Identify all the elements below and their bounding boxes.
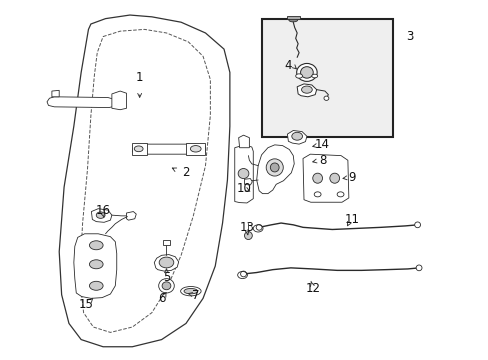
Ellipse shape bbox=[96, 212, 105, 219]
Text: 15: 15 bbox=[79, 298, 93, 311]
Ellipse shape bbox=[324, 96, 328, 100]
Ellipse shape bbox=[183, 288, 197, 294]
Polygon shape bbox=[154, 255, 178, 271]
Ellipse shape bbox=[288, 18, 297, 22]
Polygon shape bbox=[91, 209, 112, 222]
Polygon shape bbox=[52, 90, 59, 97]
Text: 11: 11 bbox=[344, 213, 359, 226]
Polygon shape bbox=[234, 145, 253, 203]
Ellipse shape bbox=[295, 74, 302, 78]
Ellipse shape bbox=[134, 146, 143, 152]
Text: 14: 14 bbox=[314, 138, 329, 151]
Polygon shape bbox=[74, 234, 117, 298]
Polygon shape bbox=[126, 212, 136, 220]
Polygon shape bbox=[185, 143, 205, 155]
Ellipse shape bbox=[89, 260, 103, 269]
Ellipse shape bbox=[296, 63, 317, 81]
Ellipse shape bbox=[270, 163, 279, 172]
Ellipse shape bbox=[244, 231, 252, 239]
Text: 6: 6 bbox=[158, 292, 165, 305]
Polygon shape bbox=[297, 84, 316, 97]
Ellipse shape bbox=[180, 287, 201, 296]
Text: 9: 9 bbox=[347, 171, 355, 184]
FancyBboxPatch shape bbox=[261, 19, 392, 137]
Polygon shape bbox=[112, 91, 126, 110]
Text: 2: 2 bbox=[182, 166, 189, 179]
Ellipse shape bbox=[311, 74, 317, 78]
Ellipse shape bbox=[301, 86, 312, 93]
Ellipse shape bbox=[190, 145, 201, 152]
Ellipse shape bbox=[336, 192, 343, 197]
Ellipse shape bbox=[329, 173, 339, 183]
Polygon shape bbox=[256, 145, 294, 194]
Polygon shape bbox=[238, 135, 249, 148]
Ellipse shape bbox=[291, 132, 302, 140]
Polygon shape bbox=[132, 143, 147, 155]
Ellipse shape bbox=[238, 168, 248, 179]
Text: 3: 3 bbox=[406, 30, 413, 43]
Ellipse shape bbox=[158, 279, 174, 293]
Text: 7: 7 bbox=[192, 289, 199, 302]
Text: 4: 4 bbox=[284, 59, 291, 72]
Polygon shape bbox=[163, 239, 170, 245]
Ellipse shape bbox=[300, 67, 313, 78]
Ellipse shape bbox=[159, 257, 173, 268]
Text: 16: 16 bbox=[95, 204, 110, 217]
Ellipse shape bbox=[240, 271, 246, 277]
Text: 5: 5 bbox=[163, 271, 170, 284]
Ellipse shape bbox=[312, 173, 322, 183]
Polygon shape bbox=[287, 131, 306, 144]
Text: 13: 13 bbox=[239, 221, 254, 234]
Ellipse shape bbox=[89, 241, 103, 250]
Polygon shape bbox=[47, 97, 118, 108]
Ellipse shape bbox=[414, 222, 420, 228]
Ellipse shape bbox=[415, 265, 421, 271]
Ellipse shape bbox=[265, 159, 283, 176]
Polygon shape bbox=[303, 154, 348, 202]
Polygon shape bbox=[244, 179, 252, 185]
Ellipse shape bbox=[256, 225, 262, 230]
Polygon shape bbox=[132, 144, 205, 154]
Text: 1: 1 bbox=[136, 71, 143, 84]
Ellipse shape bbox=[314, 192, 321, 197]
Polygon shape bbox=[287, 16, 300, 19]
Ellipse shape bbox=[162, 282, 170, 290]
Text: 10: 10 bbox=[237, 183, 251, 195]
Text: 8: 8 bbox=[318, 154, 325, 167]
Ellipse shape bbox=[89, 281, 103, 290]
Text: 12: 12 bbox=[305, 282, 320, 295]
